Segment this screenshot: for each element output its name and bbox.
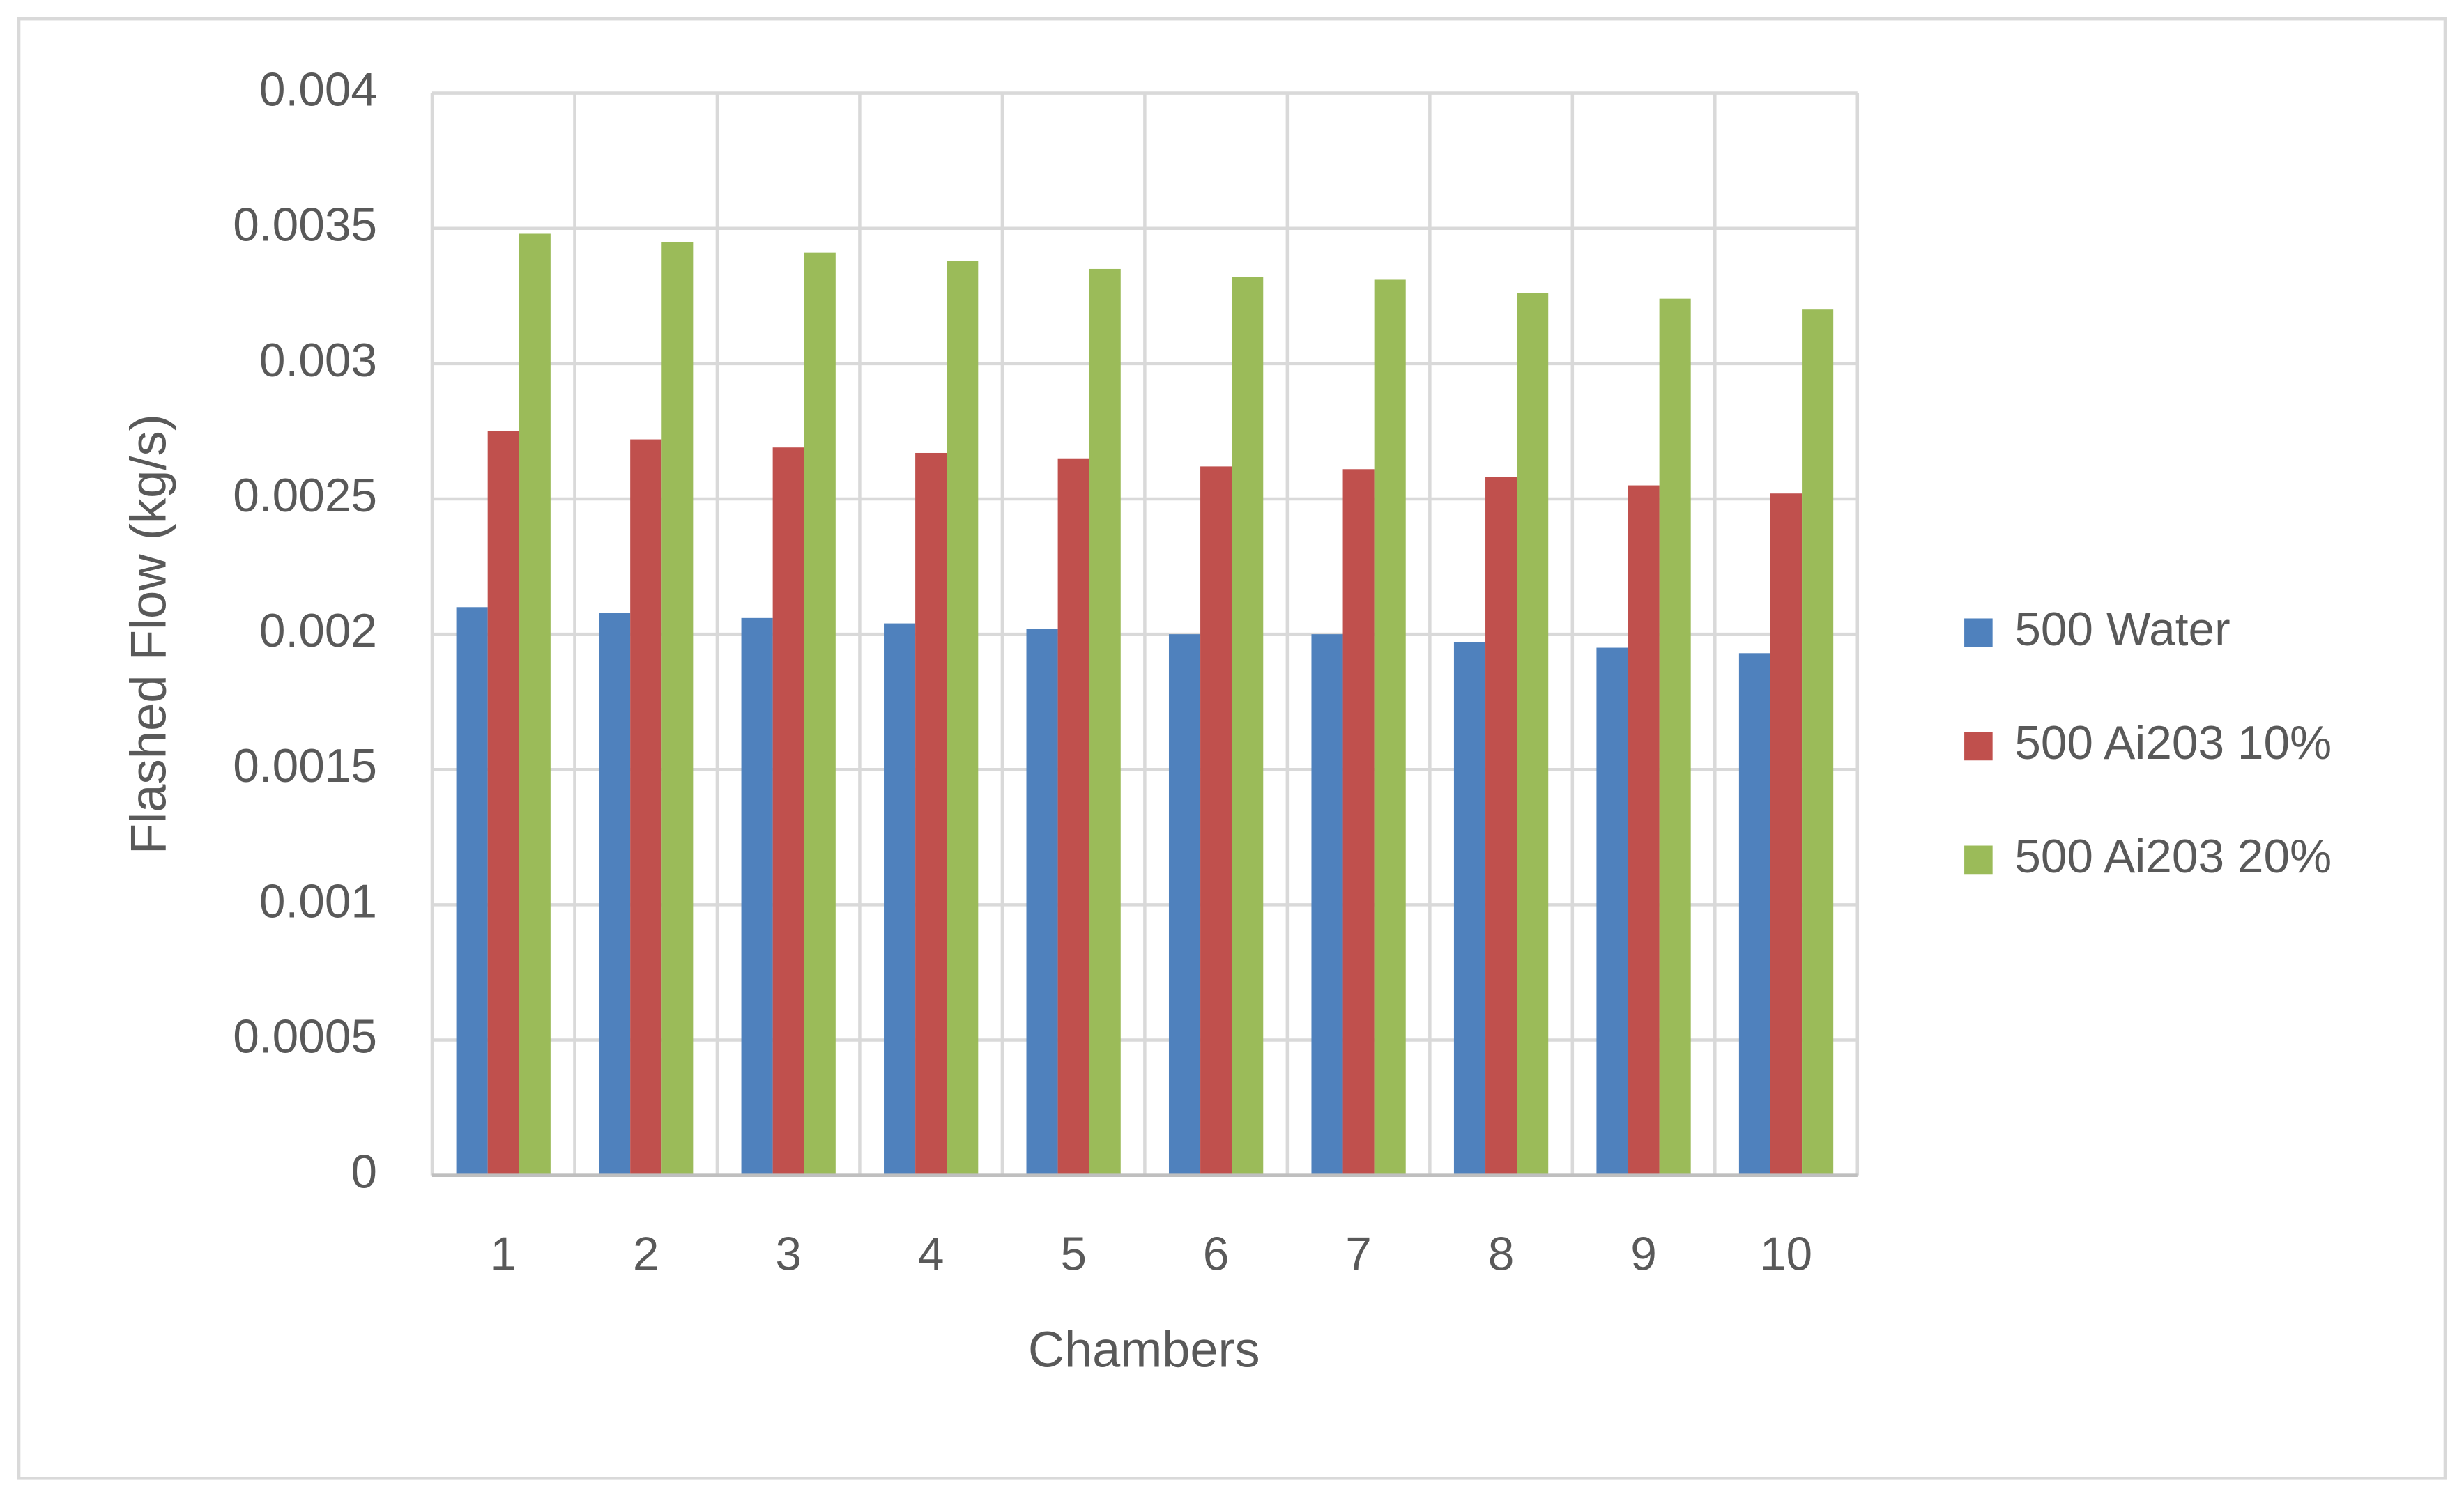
bar [1596, 647, 1628, 1176]
bar [1311, 634, 1343, 1176]
y-tick-label: 0 [351, 1146, 377, 1198]
bar [1659, 298, 1691, 1176]
bar [1232, 277, 1264, 1176]
bar [630, 439, 662, 1176]
bar [519, 233, 551, 1176]
x-tick-label: 4 [918, 1228, 944, 1280]
bar [1802, 309, 1834, 1176]
bar [772, 447, 804, 1176]
bar [1770, 493, 1803, 1176]
y-tick-label: 0.0025 [233, 470, 377, 522]
bar [884, 623, 916, 1176]
bar [1200, 466, 1232, 1176]
bar [915, 452, 947, 1176]
bar [1517, 293, 1549, 1176]
y-axis-title: Flashed Flow (kg/s) [121, 414, 177, 854]
bar [1057, 458, 1089, 1176]
x-tick-label: 9 [1630, 1228, 1657, 1280]
legend-label: 500 Ai203 10% [2014, 717, 2332, 769]
bar [1026, 629, 1058, 1176]
x-tick-label: 2 [633, 1228, 659, 1280]
legend-swatch [1964, 618, 1993, 647]
bar [1168, 634, 1201, 1176]
bar [804, 252, 836, 1176]
y-tick-label: 0.0035 [233, 199, 377, 252]
y-tick-label: 0.004 [259, 63, 377, 116]
bar [1342, 469, 1375, 1176]
y-tick-label: 0.003 [259, 334, 377, 387]
x-tick-label: 8 [1488, 1228, 1515, 1280]
x-tick-label: 5 [1060, 1228, 1087, 1280]
x-tick-label: 10 [1760, 1228, 1812, 1280]
bar [599, 613, 631, 1176]
y-tick-label: 0.0005 [233, 1010, 377, 1063]
bar [1738, 653, 1770, 1176]
legend-swatch [1964, 732, 1993, 761]
bar [1374, 279, 1406, 1176]
legend-label: 500 Ai203 20% [2014, 831, 2332, 883]
x-axis-title: Chambers [1028, 1323, 1260, 1378]
bar [1628, 485, 1660, 1176]
legend-swatch [1964, 845, 1993, 875]
bar [456, 607, 488, 1176]
y-tick-label: 0.001 [259, 875, 377, 927]
bar [487, 431, 519, 1176]
y-tick-label: 0.002 [259, 605, 377, 657]
y-tick-label: 0.0015 [233, 740, 377, 792]
bar [741, 617, 773, 1176]
legend-label: 500 Water [2014, 603, 2230, 656]
x-tick-label: 3 [775, 1228, 802, 1280]
bar [661, 242, 694, 1176]
bar [1453, 642, 1486, 1176]
x-tick-label: 1 [490, 1228, 516, 1280]
x-tick-label: 6 [1203, 1228, 1230, 1280]
bar [1485, 477, 1517, 1176]
bar [947, 261, 979, 1176]
bar [1089, 268, 1121, 1176]
x-tick-label: 7 [1345, 1228, 1372, 1280]
